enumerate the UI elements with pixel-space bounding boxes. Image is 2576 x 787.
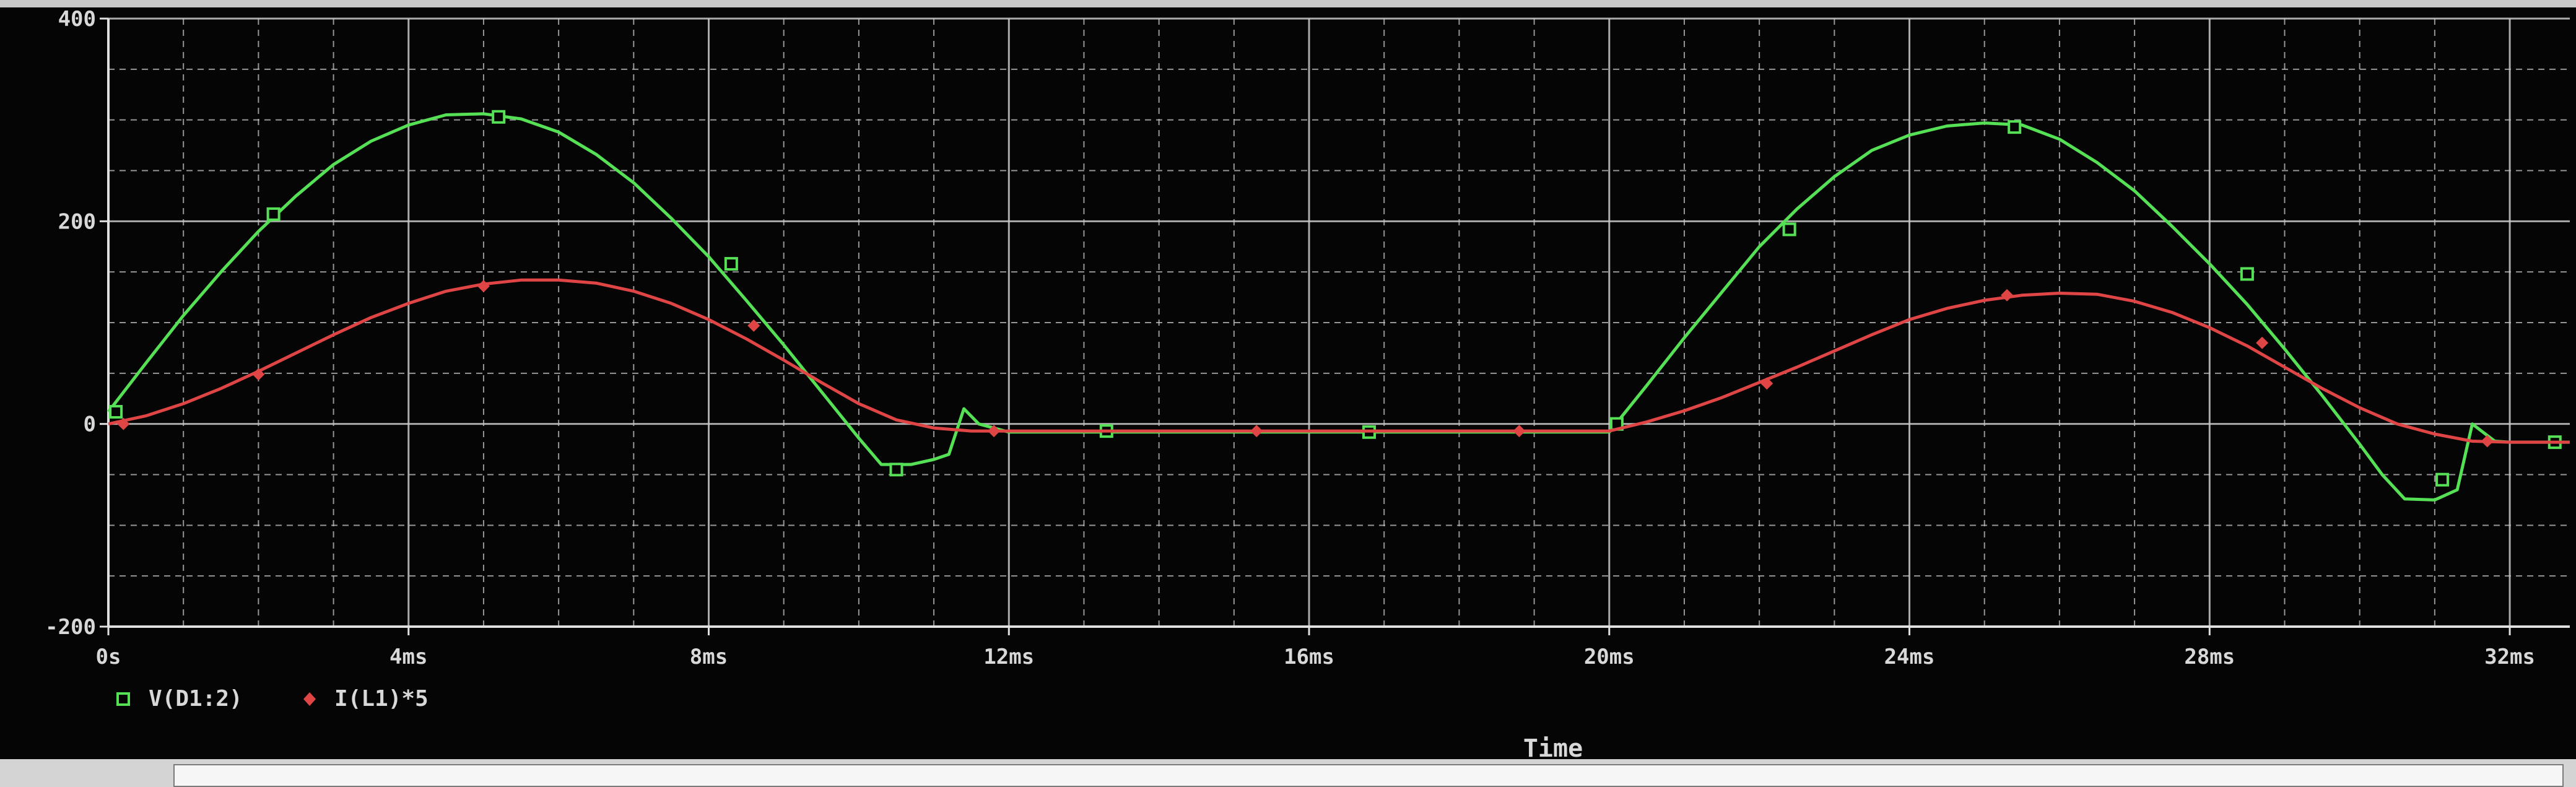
legend-marker-i-l1 [303,692,316,706]
series-marker-i-l1 [747,319,760,332]
x-tick-label: 32ms [2484,645,2535,669]
series-marker-v-d1 [889,463,903,477]
series-marker-v-d1 [492,110,506,124]
x-tick-label: 8ms [690,645,728,669]
series-line-v-d1 [107,112,2570,502]
x-tick-label: 0s [96,645,121,669]
x-axis-title: Time [1523,734,1583,763]
legend: V(D1:2) I(L1)*5 [116,686,429,711]
legend-marker-v-d1 [116,692,130,706]
y-tick-label: -200 [45,615,96,640]
series-marker-v-d1 [2435,472,2449,487]
legend-label-i-l1: I(L1)*5 [334,686,429,711]
series-marker-i-l1 [1760,377,1773,390]
grid [107,17,2570,628]
series-marker-i-l1 [477,280,490,293]
series-marker-i-l1 [2256,336,2269,349]
series-group [107,110,2570,502]
series-marker-v-d1 [724,257,738,271]
x-tick-label: 28ms [2184,645,2235,669]
series-marker-i-l1 [1513,425,1526,438]
series-marker-v-d1 [266,207,281,221]
series-marker-i-l1 [1250,425,1263,438]
x-tick-label: 12ms [983,645,1034,669]
x-tick-label: 4ms [389,645,427,669]
window-top-edge [0,0,2576,7]
series-marker-v-d1 [1782,222,1796,237]
x-tick-label: 16ms [1284,645,1334,669]
axes [100,17,2570,635]
x-tick-label: 20ms [1584,645,1635,669]
status-bar [0,759,2576,787]
x-tick-label: 24ms [1884,645,1935,669]
series-marker-i-l1 [117,417,130,430]
series-marker-i-l1 [988,425,1001,438]
series-marker-v-d1 [109,405,123,419]
legend-label-v-d1: V(D1:2) [149,686,243,711]
series-marker-i-l1 [252,368,265,381]
series-marker-v-d1 [2240,267,2254,281]
series-line-i-l1 [108,278,2570,444]
series-marker-i-l1 [2481,435,2494,448]
y-tick-label: 400 [58,7,96,32]
series-marker-i-l1 [2001,289,2014,302]
y-tick-label: 200 [58,209,96,234]
status-field [173,764,2564,787]
y-tick-label: 0 [84,412,96,437]
series-marker-v-d1 [2008,120,2022,134]
tick-labels: 0s 4ms 8ms 12ms 16ms 20ms 24ms 28ms 32ms -200 0 200… [45,7,2535,669]
